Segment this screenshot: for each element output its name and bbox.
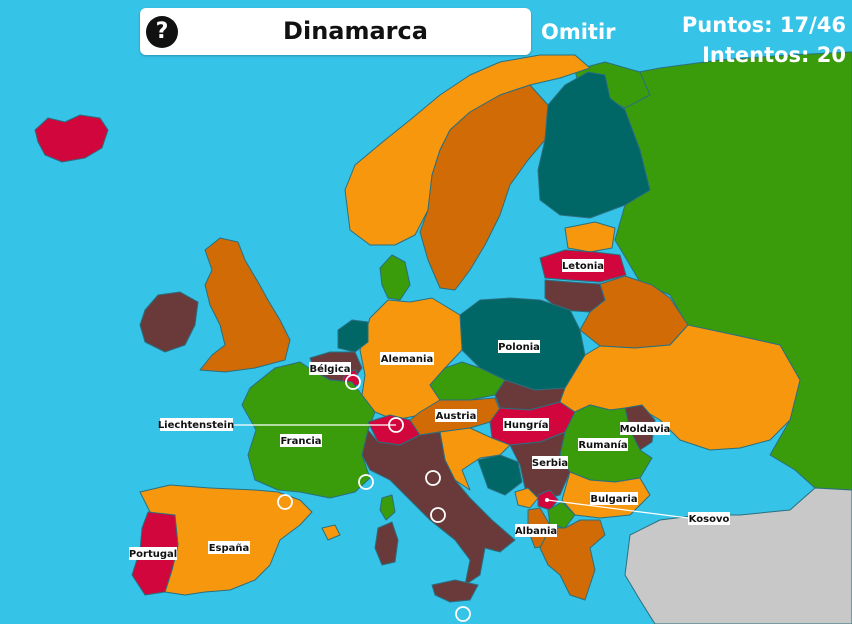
svg-text:Letonia: Letonia xyxy=(562,261,604,272)
label-rumania: Rumanía xyxy=(578,438,628,451)
marker-andorra[interactable] xyxy=(277,494,293,510)
label-austria: Austria xyxy=(435,409,477,422)
country-ireland[interactable] xyxy=(139,291,199,353)
country-macedonia[interactable] xyxy=(547,501,576,529)
country-estonia[interactable] xyxy=(564,221,616,253)
country-denmark[interactable] xyxy=(379,254,411,301)
svg-text:Bélgica: Bélgica xyxy=(309,363,350,375)
svg-text:Liechtenstein: Liechtenstein xyxy=(158,420,234,431)
svg-text:Rumanía: Rumanía xyxy=(578,439,627,451)
kosovo-dot xyxy=(545,498,549,502)
label-albania: Albania xyxy=(515,524,557,537)
marker-vatican[interactable] xyxy=(430,507,446,523)
country-italy-sicily[interactable] xyxy=(431,579,479,603)
label-espana: España xyxy=(208,541,250,554)
attempts-readout: Intentos: 20 xyxy=(702,43,846,67)
svg-text:Polonia: Polonia xyxy=(498,342,540,353)
country-spain-balearic[interactable] xyxy=(321,524,341,541)
country-netherlands[interactable] xyxy=(337,319,369,353)
country-iceland[interactable] xyxy=(34,114,109,163)
country-sweden[interactable] xyxy=(419,84,549,291)
label-alemania: Alemania xyxy=(380,352,434,365)
label-belgica: Bélgica xyxy=(309,362,351,375)
question-box: ? Dinamarca xyxy=(140,8,531,55)
svg-text:Albania: Albania xyxy=(515,526,557,537)
svg-text:Moldavia: Moldavia xyxy=(620,424,671,435)
help-icon[interactable]: ? xyxy=(146,16,178,48)
country-finland[interactable] xyxy=(537,71,651,219)
label-portugal: Portugal xyxy=(129,547,177,560)
svg-text:Kosovo: Kosovo xyxy=(689,514,730,525)
marker-luxembourg[interactable] xyxy=(345,374,361,390)
country-montenegro[interactable] xyxy=(514,487,539,509)
leader-kosovo xyxy=(546,499,689,519)
svg-text:Hungría: Hungría xyxy=(504,419,549,431)
svg-text:España: España xyxy=(209,543,250,554)
marker-monaco[interactable] xyxy=(358,474,374,490)
country-france-corsica[interactable] xyxy=(379,494,396,521)
skip-button[interactable]: Omitir xyxy=(541,20,616,44)
svg-text:Serbia: Serbia xyxy=(532,458,568,469)
country-bosnia[interactable] xyxy=(477,454,523,496)
label-bulgaria: Bulgaria xyxy=(590,492,638,505)
label-polonia: Polonia xyxy=(498,340,540,353)
label-letonia: Letonia xyxy=(562,259,604,272)
question-prompt: Dinamarca xyxy=(283,17,428,45)
label-kosovo: Kosovo xyxy=(688,512,730,525)
label-hungria: Hungría xyxy=(503,418,549,431)
country-italy-sardinia[interactable] xyxy=(374,521,399,566)
points-readout: Puntos: 17/46 xyxy=(681,13,846,37)
marker-malta[interactable] xyxy=(455,606,471,622)
country-uk[interactable] xyxy=(199,237,291,373)
svg-text:Alemania: Alemania xyxy=(381,354,433,365)
svg-text:Bulgaria: Bulgaria xyxy=(590,494,637,505)
svg-text:Austria: Austria xyxy=(436,411,477,422)
label-moldavia: Moldavia xyxy=(620,422,671,435)
svg-text:Francia: Francia xyxy=(280,436,321,447)
label-serbia: Serbia xyxy=(532,456,568,469)
svg-text:Portugal: Portugal xyxy=(129,549,177,560)
label-liechtenstein: Liechtenstein xyxy=(158,418,234,431)
country-greece[interactable] xyxy=(539,519,606,601)
score-panel: Puntos: 17/46 Intentos: 20 xyxy=(682,10,846,70)
label-francia: Francia xyxy=(280,434,322,447)
marker-san-marino[interactable] xyxy=(425,470,441,486)
